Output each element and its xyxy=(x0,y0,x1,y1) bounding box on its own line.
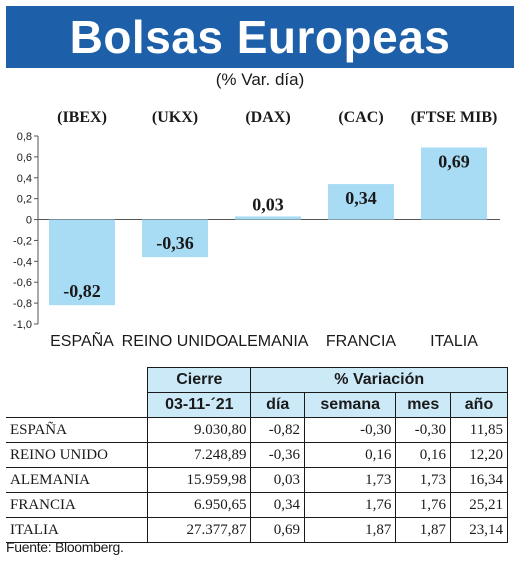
cell-mes: 1,76 xyxy=(395,492,452,518)
category-label: ITALIA xyxy=(430,333,478,350)
index-label: (CAC) xyxy=(338,109,383,126)
category-label: ESPAÑA xyxy=(50,330,114,350)
data-label: 0,69 xyxy=(438,151,470,171)
header-mes: mes xyxy=(395,392,452,418)
chart-title: Bolsas Europeas xyxy=(6,6,514,68)
cell-mes: 1,87 xyxy=(395,517,452,543)
y-tick-label: -0,4 xyxy=(13,256,32,268)
cell-semana: 1,87 xyxy=(304,517,397,543)
index-label: (FTSE MIB) xyxy=(411,109,498,126)
table-corner-2 xyxy=(6,392,149,418)
cell-cierre: 15.959,98 xyxy=(147,467,252,493)
index-label: (IBEX) xyxy=(57,109,107,126)
chart-subtitle: (% Var. día) xyxy=(215,70,305,89)
cell-ano: 16,34 xyxy=(450,467,508,493)
bar xyxy=(421,147,487,220)
bar xyxy=(142,219,208,258)
y-tick-label: -1,0 xyxy=(13,319,32,331)
cell-country: FRANCIA xyxy=(6,492,149,518)
table-row: REINO UNIDO 7.248,89 -0,36 0,16 0,16 12,20 xyxy=(6,442,508,468)
table-row: FRANCIA 6.950,65 0,34 1,76 1,76 25,21 xyxy=(6,492,508,518)
y-tick-label: 0,8 xyxy=(17,131,32,143)
data-label: 0,34 xyxy=(345,188,377,208)
source-note: Fuente: Bloomberg. xyxy=(6,539,124,555)
cell-mes: 0,16 xyxy=(395,442,452,468)
bar-chart: (IBEX) (UKX) (DAX) (CAC) (FTSE MIB) 0,8 0,6 0,… xyxy=(13,109,500,350)
cell-dia: 0,69 xyxy=(250,517,306,543)
index-label: (DAX) xyxy=(245,109,290,126)
cell-semana: 1,76 xyxy=(304,492,397,518)
header-variacion: % Variación xyxy=(250,367,508,393)
bar xyxy=(235,216,301,220)
category-label: ALEMANIA xyxy=(228,333,309,350)
cell-ano: 12,20 xyxy=(450,442,508,468)
cell-cierre: 7.248,89 xyxy=(147,442,252,468)
cell-semana: 0,16 xyxy=(304,442,397,468)
table-row: ITALIA 27.377,87 0,69 1,87 1,87 23,14 xyxy=(6,517,508,543)
header-dia: día xyxy=(250,392,306,418)
cell-cierre: 27.377,87 xyxy=(147,517,252,543)
cell-country: ESPAÑA xyxy=(6,417,149,443)
cell-dia: 0,03 xyxy=(250,467,306,493)
bar xyxy=(49,219,115,306)
header-date: 03-11-´21 xyxy=(147,392,252,418)
data-label: -0,82 xyxy=(63,281,101,301)
cell-dia: 0,34 xyxy=(250,492,306,518)
y-tick-label: 0,2 xyxy=(17,194,32,206)
y-tick-label: -0,6 xyxy=(13,277,32,289)
market-table: Cierre % Variación 03-11-´21 día semana … xyxy=(6,367,508,543)
table-corner xyxy=(6,367,149,393)
header-semana: semana xyxy=(304,392,397,418)
cell-ano: 11,85 xyxy=(450,417,508,443)
category-label: FRANCIA xyxy=(326,333,397,350)
cell-ano: 23,14 xyxy=(450,517,508,543)
cell-semana: -0,30 xyxy=(304,417,397,443)
header-cierre: Cierre xyxy=(147,367,252,393)
cell-dia: -0,82 xyxy=(250,417,306,443)
cell-mes: 1,73 xyxy=(395,467,452,493)
bar xyxy=(328,184,394,220)
table-row: ESPAÑA 9.030,80 -0,82 -0,30 -0,30 11,85 xyxy=(6,417,508,443)
data-label: -0,36 xyxy=(156,233,194,253)
cell-country: REINO UNIDO xyxy=(6,442,149,468)
cell-mes: -0,30 xyxy=(395,417,452,443)
y-tick-label: 0,4 xyxy=(17,173,32,185)
y-tick-label: -0,2 xyxy=(13,235,32,247)
index-label: (UKX) xyxy=(152,109,198,126)
cell-dia: -0,36 xyxy=(250,442,306,468)
y-tick-label: -0,8 xyxy=(13,298,32,310)
data-label: 0,03 xyxy=(252,194,284,214)
cell-country: ALEMANIA xyxy=(6,467,149,493)
table-row: ALEMANIA 15.959,98 0,03 1,73 1,73 16,34 xyxy=(6,467,508,493)
y-tick-label: 0,6 xyxy=(17,152,32,164)
header-ano: año xyxy=(450,392,508,418)
category-label: REINO UNIDO xyxy=(122,333,229,350)
cell-ano: 25,21 xyxy=(450,492,508,518)
cell-cierre: 9.030,80 xyxy=(147,417,252,443)
cell-cierre: 6.950,65 xyxy=(147,492,252,518)
y-tick-label: 0 xyxy=(26,215,32,227)
cell-semana: 1,73 xyxy=(304,467,397,493)
